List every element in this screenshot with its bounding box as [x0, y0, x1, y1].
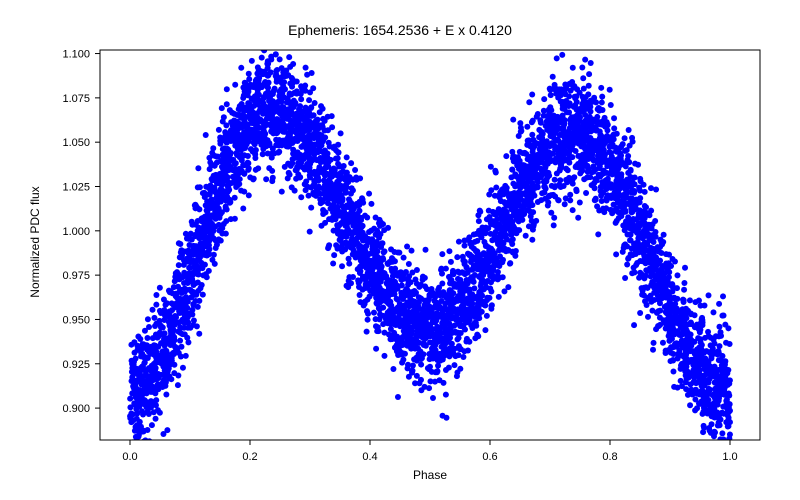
- y-tick-label: 1.000: [62, 226, 90, 238]
- y-tick-label: 0.925: [62, 359, 90, 371]
- y-axis-label: Normalized PDC flux: [28, 167, 42, 317]
- y-tick-label: 1.075: [62, 93, 90, 105]
- x-tick-label: 0.0: [122, 451, 137, 463]
- chart-title: Ephemeris: 1654.2536 + E x 0.4120: [0, 22, 800, 38]
- x-tick-label: 0.8: [602, 451, 617, 463]
- scatter-chart: 0.0 0.2 0.4 0.6 0.8 1.0 0.900 0.925 0.950 0.975 1.…: [0, 0, 800, 500]
- y-tick-label: 1.025: [62, 182, 90, 194]
- x-axis-label: Phase: [100, 468, 760, 482]
- y-tick-label: 0.975: [62, 270, 90, 282]
- x-tick-label: 0.2: [242, 451, 257, 463]
- x-tick-label: 0.4: [362, 451, 377, 463]
- y-tick-label: 1.100: [62, 49, 90, 61]
- y-tick-label: 0.900: [62, 403, 90, 415]
- x-tick-label: 1.0: [722, 451, 737, 463]
- chart-svg: 0.0 0.2 0.4 0.6 0.8 1.0 0.900 0.925 0.950 0.975 1.…: [0, 0, 800, 500]
- y-tick-label: 1.050: [62, 137, 90, 149]
- x-tick-label: 0.6: [482, 451, 497, 463]
- y-tick-label: 0.950: [62, 314, 90, 326]
